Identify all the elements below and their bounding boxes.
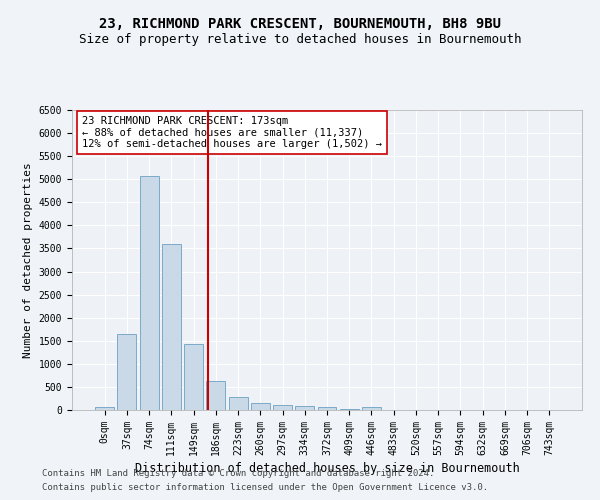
Bar <box>95 406 114 410</box>
Y-axis label: Number of detached properties: Number of detached properties <box>23 162 33 358</box>
Bar <box>251 403 270 410</box>
Text: 23, RICHMOND PARK CRESCENT, BOURNEMOUTH, BH8 9BU: 23, RICHMOND PARK CRESCENT, BOURNEMOUTH,… <box>99 18 501 32</box>
Bar <box>162 244 181 410</box>
Text: Contains public sector information licensed under the Open Government Licence v3: Contains public sector information licen… <box>42 484 488 492</box>
Bar <box>184 344 203 410</box>
Bar <box>273 405 292 410</box>
Bar <box>317 408 337 410</box>
Bar <box>229 396 248 410</box>
Bar <box>340 408 359 410</box>
Bar <box>140 176 158 410</box>
Bar <box>206 382 225 410</box>
Text: 23 RICHMOND PARK CRESCENT: 173sqm
← 88% of detached houses are smaller (11,337)
: 23 RICHMOND PARK CRESCENT: 173sqm ← 88% … <box>82 116 382 149</box>
X-axis label: Distribution of detached houses by size in Bournemouth: Distribution of detached houses by size … <box>134 462 520 475</box>
Text: Contains HM Land Registry data © Crown copyright and database right 2024.: Contains HM Land Registry data © Crown c… <box>42 468 434 477</box>
Text: Size of property relative to detached houses in Bournemouth: Size of property relative to detached ho… <box>79 32 521 46</box>
Bar <box>295 406 314 410</box>
Bar <box>118 334 136 410</box>
Bar <box>362 407 381 410</box>
